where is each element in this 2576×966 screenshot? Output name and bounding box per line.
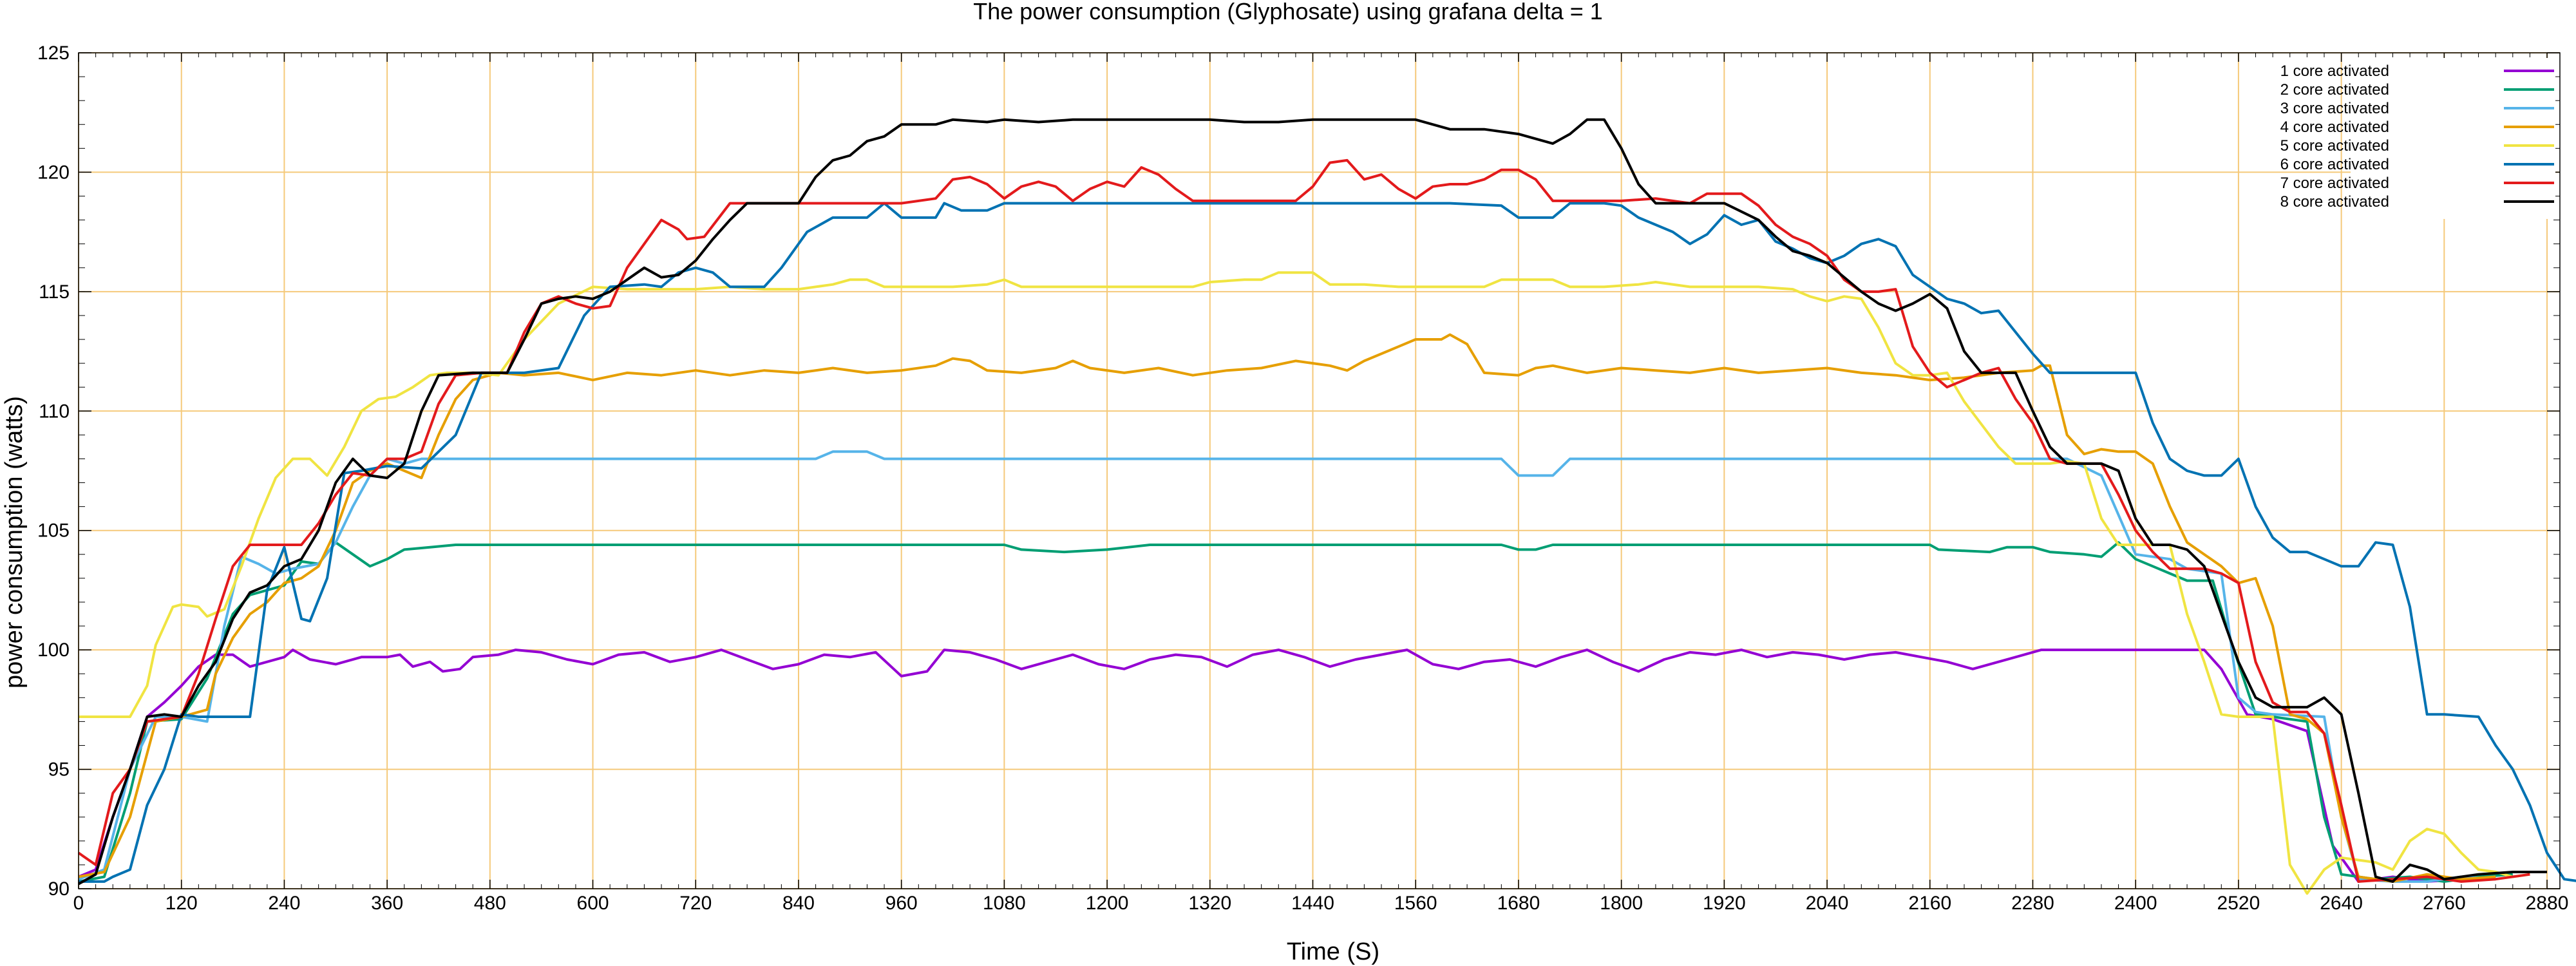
y-tick-label: 90 [48,878,70,900]
y-tick-label: 110 [39,401,70,422]
x-tick-label: 240 [268,893,300,914]
x-tick-label: 2160 [1908,893,1951,914]
legend-label: 4 core activated [2280,118,2389,136]
x-tick-label: 1800 [1600,893,1643,914]
legend-label: 1 core activated [2280,62,2389,80]
x-tick-label: 2520 [2217,893,2260,914]
x-tick-label: 1560 [1394,893,1437,914]
x-tick-label: 1320 [1188,893,1231,914]
x-tick-label: 2400 [2114,893,2157,914]
y-tick-labels: 90 95 100 105 110 115 120 125 [37,43,70,900]
x-tick-label: 2880 [2526,893,2569,914]
legend-label: 3 core activated [2280,100,2389,117]
x-tick-label: 600 [577,893,609,914]
series-line [78,541,2513,883]
legend-label: 6 core activated [2280,156,2389,173]
x-tick-label: 1680 [1497,893,1540,914]
x-tick-label: 840 [782,893,815,914]
grid [78,52,2560,889]
y-tick-label: 125 [37,43,70,64]
x-tick-label: 2760 [2423,893,2466,914]
series-line [79,202,2576,883]
x-tick-label: 1440 [1291,893,1334,914]
minor-ticks [78,52,2560,889]
y-axis-title: power consumption (watts) [1,396,28,688]
x-tick-label: 480 [474,893,506,914]
legend-label: 7 core activated [2280,175,2389,192]
x-tick-label: 1920 [1703,893,1746,914]
x-tick-label: 960 [886,893,918,914]
x-tick-label: 2040 [1806,893,1849,914]
x-tick-label: 2280 [2011,893,2054,914]
series-line [78,649,2496,883]
legend-label: 5 core activated [2280,137,2389,155]
y-tick-label: 105 [37,520,70,542]
x-axis-title: Time (S) [1287,938,1379,965]
plot-frame [78,52,2561,889]
chart-title: The power consumption (Glyphosate) using… [973,0,1603,24]
x-tick-label: 120 [166,893,198,914]
y-tick-label: 120 [37,162,70,183]
x-tick-labels: 0 120 240 360 480 600 720 840 960 1080 1200 1320 144… [73,893,2569,914]
series-line [79,271,2530,895]
x-tick-label: 2640 [2320,893,2363,914]
y-tick-label: 100 [37,639,70,661]
series-line [78,118,2547,886]
y-tick-label: 115 [39,281,70,303]
x-tick-label: 360 [371,893,403,914]
x-tick-label: 720 [679,893,712,914]
series-lines [77,118,2576,895]
legend-box [2351,58,2555,219]
x-tick-label: 1200 [1086,893,1129,914]
x-tick-label: 0 [73,893,84,914]
legend-label: 8 core activated [2280,193,2389,211]
y-tick-label: 95 [48,759,70,781]
x-tick-label: 1080 [983,893,1026,914]
legend-label: 2 core activated [2280,81,2389,99]
